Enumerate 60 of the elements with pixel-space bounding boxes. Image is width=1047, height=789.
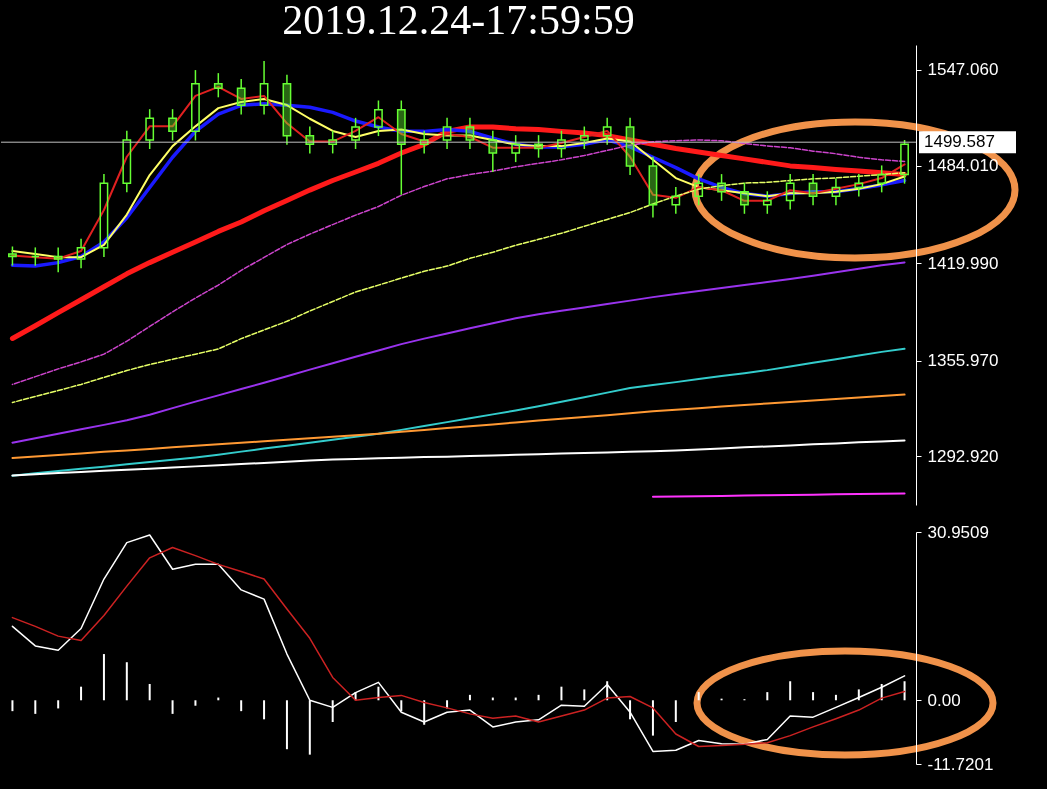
y-tick-label: 1419.990 xyxy=(927,253,999,273)
candlestick xyxy=(259,60,269,116)
bar xyxy=(812,692,815,701)
bar xyxy=(697,692,700,701)
bar xyxy=(789,681,792,701)
line-series xyxy=(11,347,906,477)
bar xyxy=(263,700,266,720)
bar xyxy=(834,694,837,701)
bar xyxy=(400,700,403,712)
bar xyxy=(903,681,906,701)
candlestick xyxy=(808,173,818,207)
candlestick xyxy=(419,130,429,155)
candlestick xyxy=(785,173,795,211)
chart-title: 2019.12.24-17:59:59 xyxy=(282,0,635,43)
y-tick-label: 0.00 xyxy=(927,690,961,710)
bar xyxy=(331,700,334,723)
ref-line-label: 1499.587 xyxy=(924,132,995,152)
bar xyxy=(285,700,288,750)
bar xyxy=(651,700,654,736)
candlestick xyxy=(465,117,475,150)
bar xyxy=(171,700,174,714)
candlestick xyxy=(282,73,292,146)
bar xyxy=(468,694,471,701)
bar xyxy=(560,686,563,701)
bar xyxy=(537,694,540,701)
candlestick xyxy=(488,130,498,173)
bar xyxy=(766,692,769,701)
bar xyxy=(194,700,197,706)
line-series xyxy=(11,439,906,477)
candlestick xyxy=(236,78,246,116)
line-series xyxy=(11,393,906,460)
bar xyxy=(125,662,128,701)
y-tick-label: 1547.060 xyxy=(927,60,999,80)
candlestick xyxy=(305,125,315,155)
candlestick xyxy=(854,173,864,198)
candlestick xyxy=(625,117,635,176)
bar xyxy=(583,689,586,701)
candlestick xyxy=(76,237,86,269)
y-tick-label: -11.7201 xyxy=(927,754,994,774)
candlestick xyxy=(602,117,612,146)
bar xyxy=(57,700,60,709)
candlestick xyxy=(53,246,63,274)
bar xyxy=(80,686,83,701)
y-tick-label: 30.9509 xyxy=(927,522,989,542)
bar xyxy=(674,700,677,723)
candlestick xyxy=(442,117,452,150)
candlestick xyxy=(671,186,681,215)
candlestick xyxy=(99,173,109,258)
bar xyxy=(34,700,37,714)
bar xyxy=(240,700,243,712)
bar xyxy=(11,700,14,712)
line-series xyxy=(11,261,906,444)
bar xyxy=(102,654,105,701)
candlestick xyxy=(648,156,658,219)
bar xyxy=(148,683,151,701)
y-tick-label: 1355.970 xyxy=(927,351,999,371)
y-tick-label: 1484.010 xyxy=(927,156,999,176)
candlestick xyxy=(122,130,132,194)
y-tick-label: 1292.920 xyxy=(927,446,999,466)
candlestick xyxy=(831,177,841,207)
